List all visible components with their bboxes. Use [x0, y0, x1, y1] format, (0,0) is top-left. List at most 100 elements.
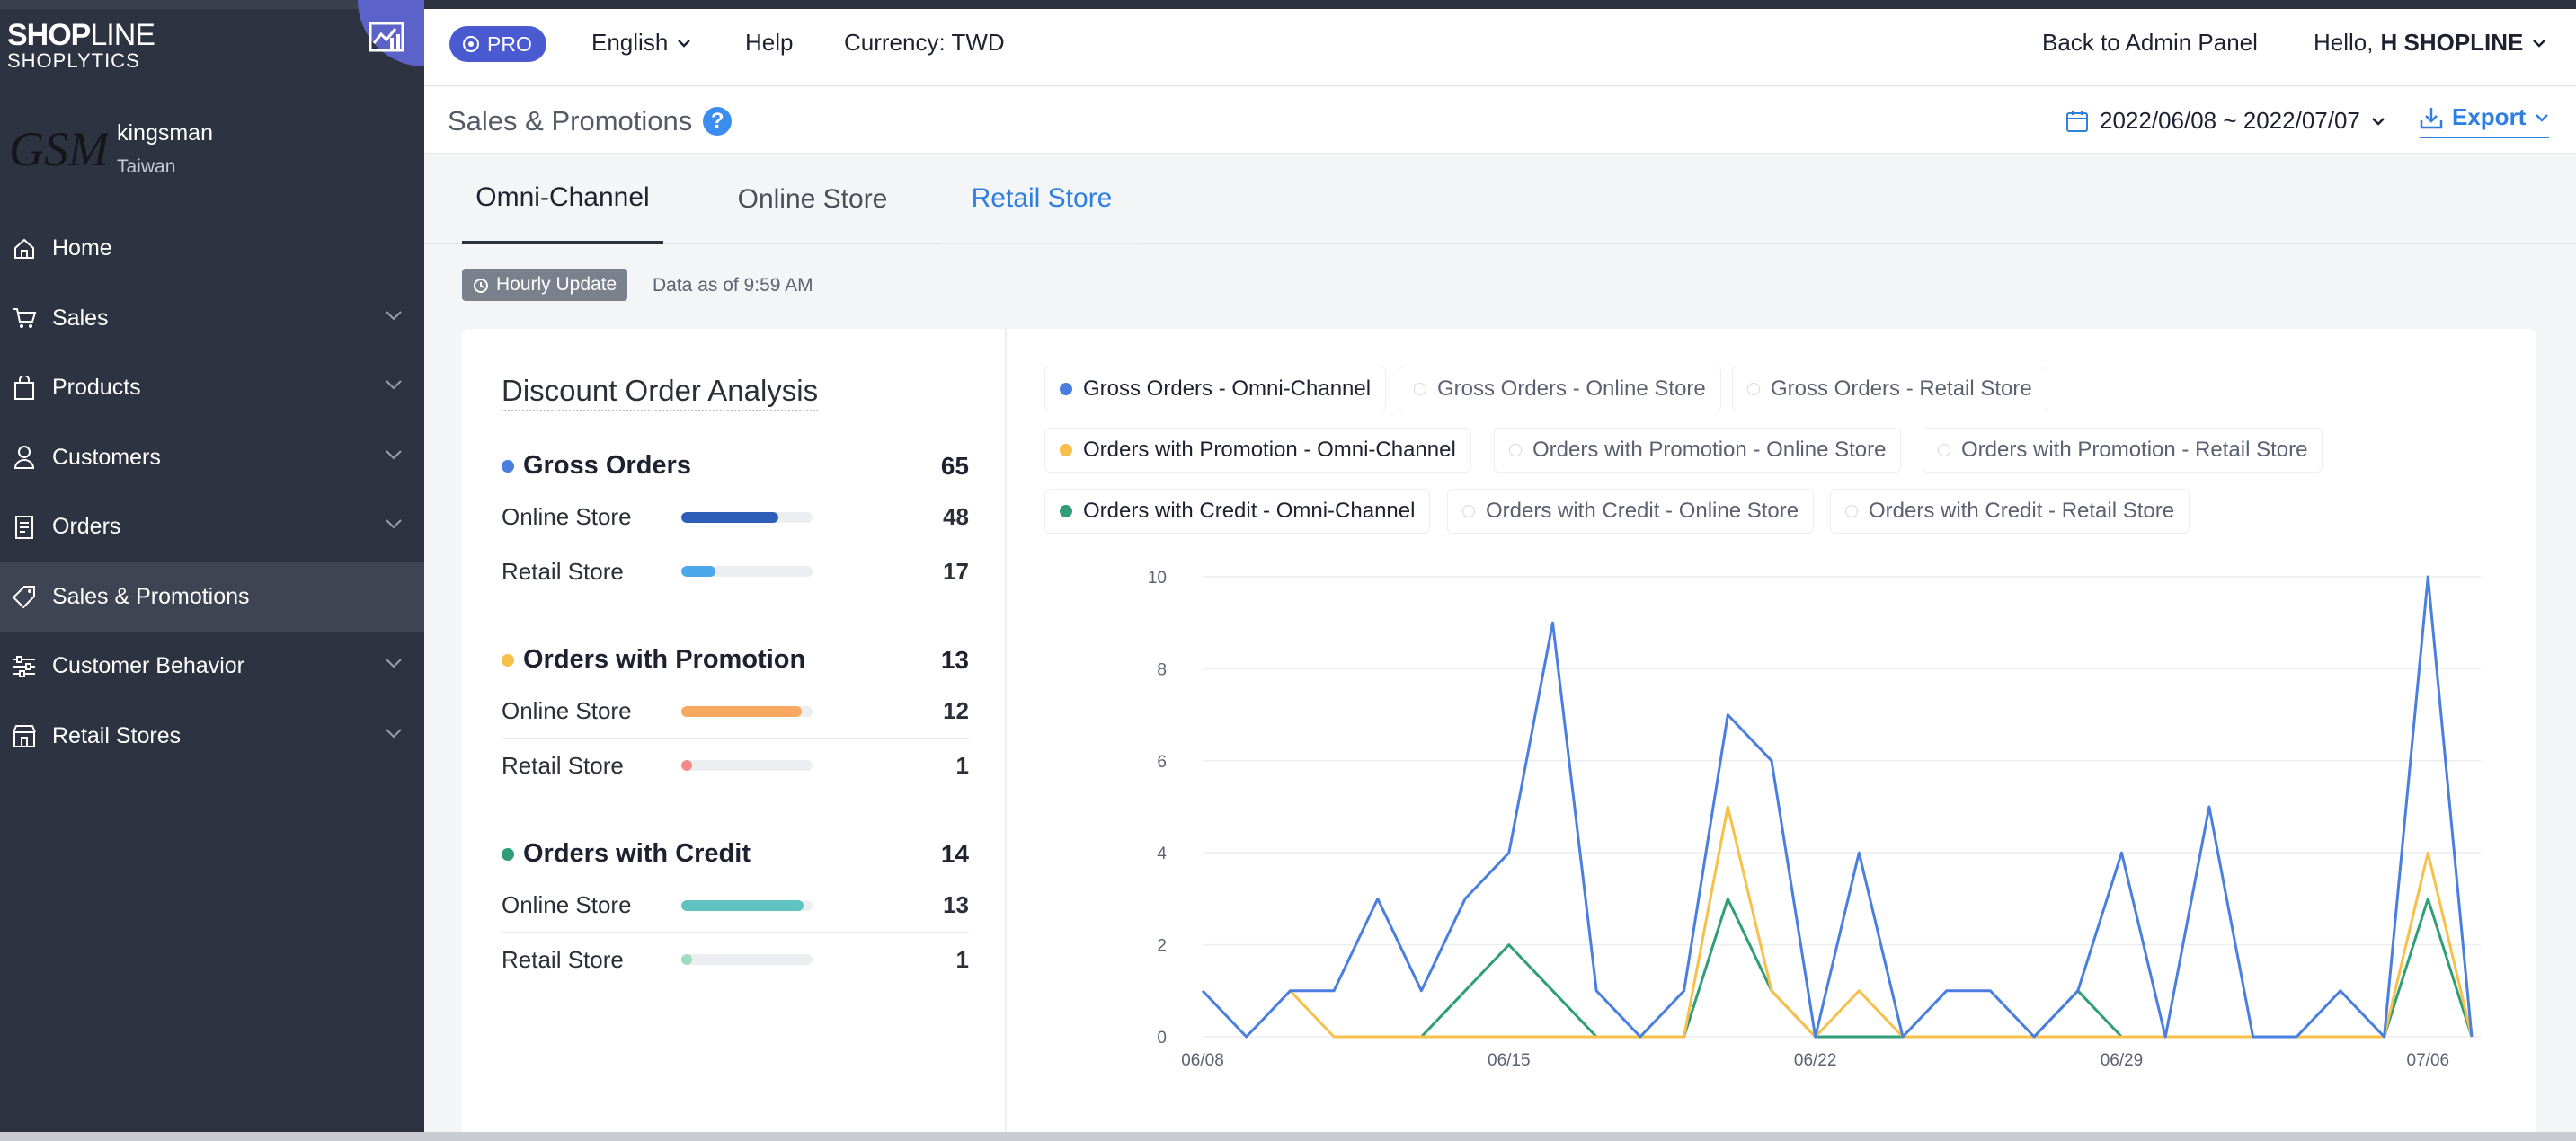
- brand-sub: SHOPLYTICS: [7, 49, 140, 72]
- series-dot: [502, 459, 514, 473]
- user-menu[interactable]: Hello, H SHOPLINE: [2314, 29, 2546, 57]
- sidebar-item-customers[interactable]: Customers: [0, 423, 424, 493]
- chevron-down-icon: [2372, 117, 2385, 126]
- row-value: 13: [943, 891, 969, 918]
- legend-promo-retail[interactable]: Orders with Promotion - Retail Store: [1923, 428, 2323, 473]
- legend-label: Gross Orders - Omni-Channel: [1083, 376, 1372, 401]
- legend-label: Orders with Credit - Omni-Channel: [1083, 499, 1416, 523]
- chevron-down-icon: [386, 449, 402, 459]
- legend-gross-omni[interactable]: Gross Orders - Omni-Channel: [1044, 367, 1387, 411]
- pro-icon: [463, 36, 479, 52]
- legend-promo-online[interactable]: Orders with Promotion - Online Store: [1494, 428, 1902, 473]
- progress-fill: [681, 705, 803, 717]
- legend-credit-omni[interactable]: Orders with Credit - Omni-Channel: [1044, 489, 1431, 534]
- brand-name: SHOPLINE: [7, 18, 155, 52]
- tag-icon: [11, 583, 38, 610]
- tab-retail-store[interactable]: Retail Store: [941, 155, 1142, 244]
- data-as-of: Data as of 9:59 AM: [653, 275, 813, 296]
- sidebar-item-home[interactable]: Home: [0, 214, 424, 284]
- analysis-title[interactable]: Discount Order Analysis: [502, 374, 819, 411]
- sidebar-item-label: Orders: [52, 514, 121, 540]
- chevron-down-icon: [386, 310, 402, 320]
- date-range-picker[interactable]: 2022/06/08 ~ 2022/07/07: [2065, 107, 2385, 135]
- progress-fill: [681, 954, 692, 965]
- calendar-icon: [2066, 110, 2088, 132]
- chevron-down-icon: [386, 728, 402, 738]
- chevron-down-icon: [2536, 113, 2549, 122]
- y-tick-label: 4: [1157, 845, 1167, 863]
- sidebar-item-retail-stores[interactable]: Retail Stores: [0, 702, 424, 772]
- help-link[interactable]: Help: [745, 29, 794, 56]
- legend-dot: [1938, 444, 1950, 456]
- bag-icon: [11, 375, 38, 402]
- hourly-update-label: Hourly Update: [496, 274, 617, 295]
- user-name: H SHOPLINE: [2380, 29, 2524, 56]
- chevron-down-icon: [386, 659, 402, 668]
- row-value: 1: [955, 751, 969, 779]
- x-tick-label: 06/08: [1181, 1051, 1224, 1070]
- row-value: 1: [955, 945, 969, 973]
- legend-promo-omni[interactable]: Orders with Promotion - Omni-Channel: [1044, 428, 1471, 473]
- sidebar-item-label: Customers: [52, 444, 161, 470]
- x-tick-label: 06/29: [2101, 1051, 2144, 1070]
- legend-label: Orders with Promotion - Online Store: [1532, 438, 1887, 462]
- pro-badge[interactable]: PRO: [449, 26, 546, 62]
- sidebar-item-sales[interactable]: Sales: [0, 284, 424, 354]
- legend-gross-online[interactable]: Gross Orders - Online Store: [1399, 367, 1721, 411]
- pro-label: PRO: [487, 31, 532, 56]
- sidebar-item-label: Customer Behavior: [52, 653, 244, 679]
- group-row: Online Store 48: [502, 491, 969, 544]
- legend-dot: [1060, 505, 1072, 517]
- sidebar-item-label: Retail Stores: [52, 722, 182, 748]
- sidebar-item-label: Home: [52, 235, 112, 261]
- tab-omni-channel[interactable]: Omni-Channel: [462, 155, 663, 244]
- row-label: Retail Store: [502, 945, 624, 973]
- y-tick-label: 10: [1148, 569, 1167, 588]
- row-label: Online Store: [502, 697, 632, 724]
- legend-dot: [1462, 505, 1475, 517]
- download-icon: [2420, 107, 2443, 128]
- sliders-icon: [11, 653, 38, 680]
- y-tick-label: 2: [1157, 937, 1167, 956]
- group-row: Online Store 12: [502, 685, 969, 739]
- chevron-down-icon: [2533, 39, 2546, 48]
- row-value: 48: [943, 503, 969, 530]
- chevron-down-icon: [678, 39, 691, 48]
- x-tick-label: 06/15: [1488, 1051, 1531, 1070]
- series-line-gross-orders: [1201, 575, 2474, 1039]
- group-label: Orders with Promotion: [523, 645, 806, 674]
- brand-logo[interactable]: SHOPLINE SHOPLYTICS: [7, 20, 155, 72]
- series-dot: [502, 847, 514, 861]
- group-value: 65: [940, 451, 969, 480]
- help-icon[interactable]: ?: [703, 107, 733, 136]
- tab-online-store[interactable]: Online Store: [737, 184, 888, 214]
- store-name: kingsman: [117, 120, 213, 146]
- export-button[interactable]: Export: [2420, 103, 2550, 138]
- legend-dot: [1747, 383, 1760, 395]
- legend-dot: [1414, 383, 1426, 395]
- page-header: Sales & Promotions ? 2022/06/08 ~ 2022/0…: [424, 87, 2576, 154]
- horizontal-scrollbar[interactable]: [0, 1132, 2576, 1141]
- sidebar-item-products[interactable]: Products: [0, 353, 424, 423]
- sidebar-item-orders[interactable]: Orders: [0, 492, 424, 562]
- export-label: Export: [2452, 103, 2527, 130]
- legend-label: Orders with Promotion - Retail Store: [1961, 438, 2308, 462]
- sidebar-item-customer-behavior[interactable]: Customer Behavior: [0, 632, 424, 702]
- legend-gross-retail[interactable]: Gross Orders - Retail Store: [1732, 367, 2047, 411]
- group-label: Orders with Credit: [523, 839, 751, 868]
- legend-credit-retail[interactable]: Orders with Credit - Retail Store: [1830, 489, 2190, 534]
- legend-credit-online[interactable]: Orders with Credit - Online Store: [1447, 489, 1815, 534]
- legend-label: Orders with Credit - Retail Store: [1869, 499, 2175, 523]
- language-selector[interactable]: English: [591, 29, 691, 57]
- y-tick-label: 0: [1157, 1029, 1167, 1048]
- document-icon: [11, 514, 38, 541]
- back-to-admin-link[interactable]: Back to Admin Panel: [2042, 29, 2258, 56]
- hello-label: Hello,: [2314, 29, 2374, 56]
- analytics-corner[interactable]: [358, 0, 424, 66]
- group-label: Gross Orders: [523, 451, 691, 480]
- group-row: Online Store 13: [502, 879, 969, 933]
- sidebar-item-sales-promotions[interactable]: Sales & Promotions: [0, 562, 424, 632]
- row-label: Online Store: [502, 891, 632, 918]
- series-dot: [502, 653, 514, 667]
- store-region: Taiwan: [117, 156, 176, 177]
